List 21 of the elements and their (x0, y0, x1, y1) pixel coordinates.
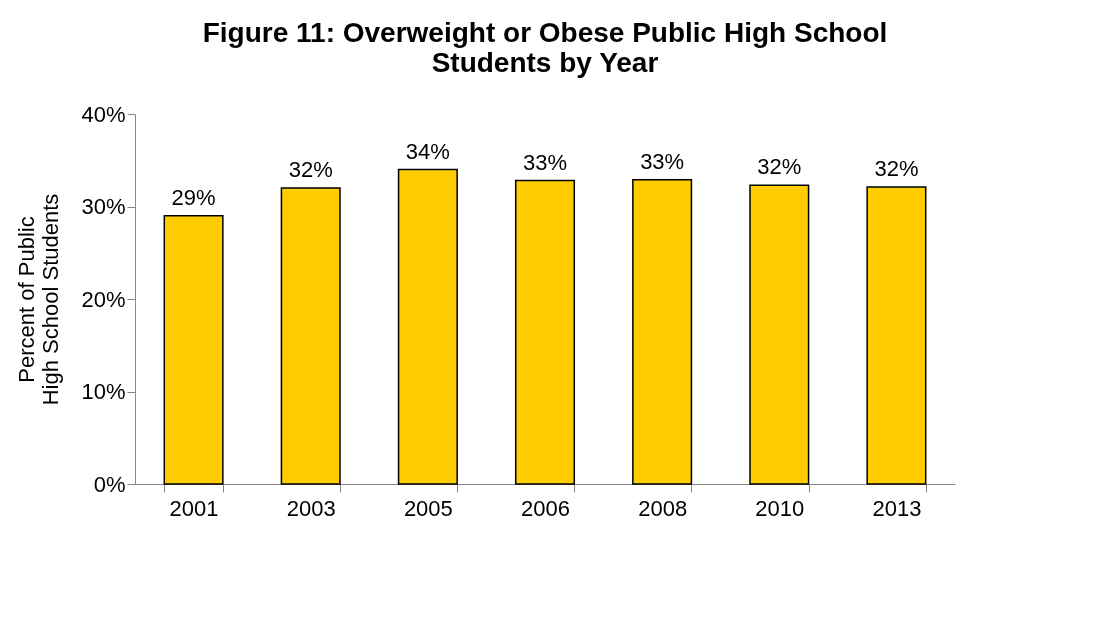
y-tick-label: 30% (81, 194, 126, 219)
x-tick-label: 2001 (169, 495, 219, 521)
y-axis-title: Percent of Public High School Students (14, 193, 64, 406)
x-tick-label: 2003 (286, 495, 336, 521)
data-label: 32% (757, 154, 802, 180)
x-tick-label: 2008 (638, 495, 688, 521)
data-label: 34% (405, 138, 450, 164)
data-label: 33% (522, 149, 568, 175)
y-tick-label: 20% (81, 286, 126, 312)
x-tick-label: 2006 (521, 495, 570, 521)
data-label: 32% (288, 157, 333, 182)
x-tick-label: 2013 (872, 495, 922, 521)
data-label: 32% (874, 156, 919, 182)
data-label: 33% (640, 148, 685, 174)
data-label: 29% (171, 184, 216, 210)
y-tick-label: 40% (81, 101, 126, 127)
chart-title: Figure 11: Overweight or Obese Public High School Students by Year (202, 17, 888, 78)
y-tick-label: 0% (93, 471, 126, 497)
x-tick-label: 2005 (403, 495, 453, 521)
x-tick-label: 2010 (755, 495, 805, 521)
y-tick-label: 10% (81, 379, 126, 404)
